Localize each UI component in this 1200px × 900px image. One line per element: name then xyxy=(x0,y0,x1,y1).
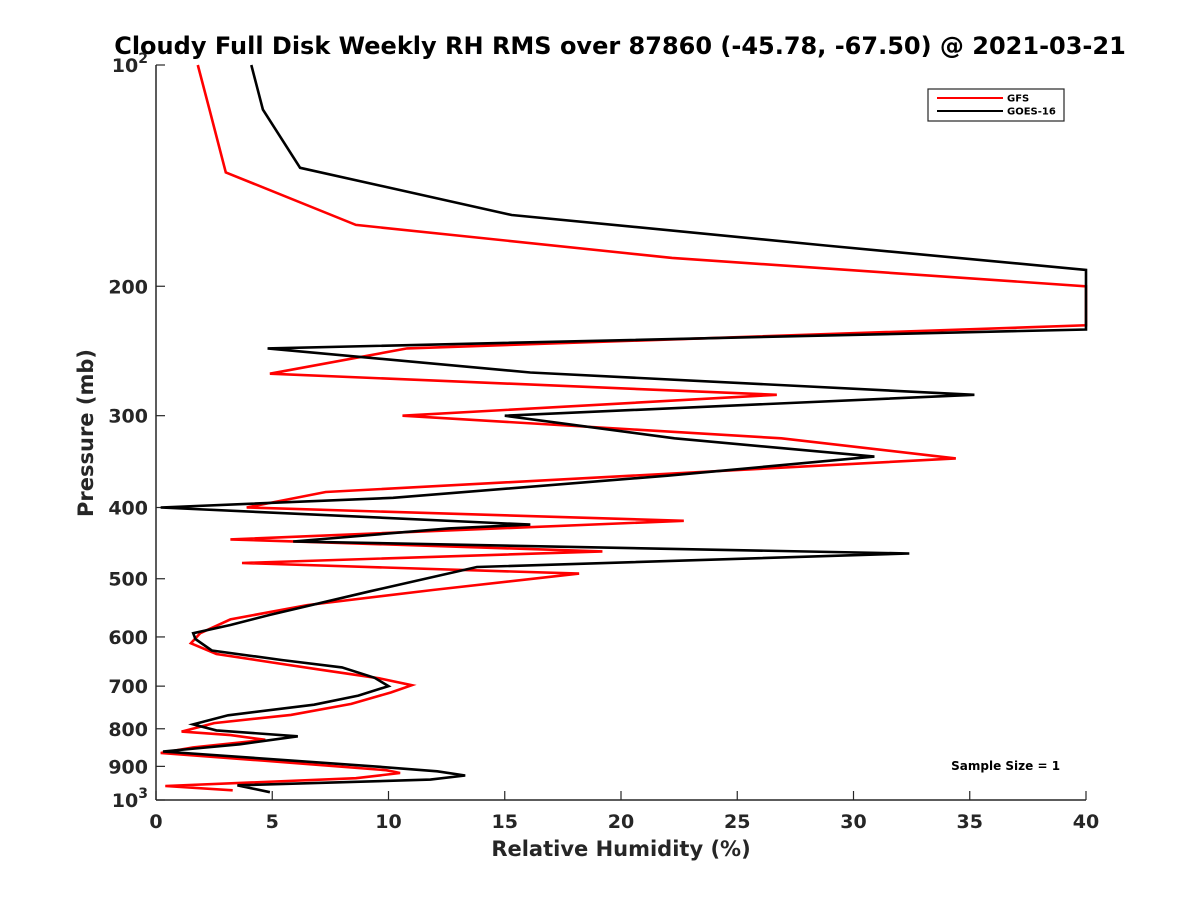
x-axis-label: Relative Humidity (%) xyxy=(491,837,750,861)
y-tick-label-2: 300 xyxy=(108,406,148,428)
legend-box xyxy=(927,88,1065,122)
y-tick-label-0: 102 xyxy=(112,51,148,77)
y-tick-label-8: 900 xyxy=(108,756,148,778)
series-line-goes-16 xyxy=(160,64,1088,794)
x-tick-label-5: 25 xyxy=(724,811,750,833)
series-line-gfs xyxy=(160,64,1088,792)
x-tick-label-0: 0 xyxy=(149,811,162,833)
chart-title: Cloudy Full Disk Weekly RH RMS over 8786… xyxy=(114,32,1126,60)
y-axis-ticks: 102 200 300 400 500 600 700 800 900 103 xyxy=(108,51,165,812)
x-tick-label-1: 5 xyxy=(266,811,279,833)
y-tick-label-1: 200 xyxy=(108,276,148,298)
y-axis-label: Pressure (mb) xyxy=(74,349,98,517)
x-axis-ticks: 0 5 10 15 20 25 30 35 40 xyxy=(149,791,1099,833)
legend-label-gfs: GFS xyxy=(1007,94,1029,105)
y-tick-label-3: 400 xyxy=(108,498,148,520)
x-tick-label-8: 40 xyxy=(1073,811,1099,833)
y-tick-label-4: 500 xyxy=(108,569,148,591)
x-tick-label-4: 20 xyxy=(608,811,634,833)
y-tick-label-5: 600 xyxy=(108,627,148,649)
series-lines xyxy=(160,64,1088,794)
y-tick-label-6: 700 xyxy=(108,676,148,698)
y-tick-label-9: 103 xyxy=(112,786,148,812)
y-tick-label-7: 800 xyxy=(108,719,148,741)
legend-label-goes16: GOES-16 xyxy=(1007,107,1056,118)
legend: GFS GOES-16 xyxy=(927,88,1065,122)
x-tick-label-2: 10 xyxy=(375,811,401,833)
x-tick-label-7: 35 xyxy=(957,811,983,833)
x-tick-label-3: 15 xyxy=(492,811,518,833)
plot-area: 0 5 10 15 20 25 30 35 40 102 200 300 400 500 600 700 80… xyxy=(108,51,1099,833)
sample-size-annotation: Sample Size = 1 xyxy=(951,759,1060,773)
x-tick-label-6: 30 xyxy=(840,811,866,833)
